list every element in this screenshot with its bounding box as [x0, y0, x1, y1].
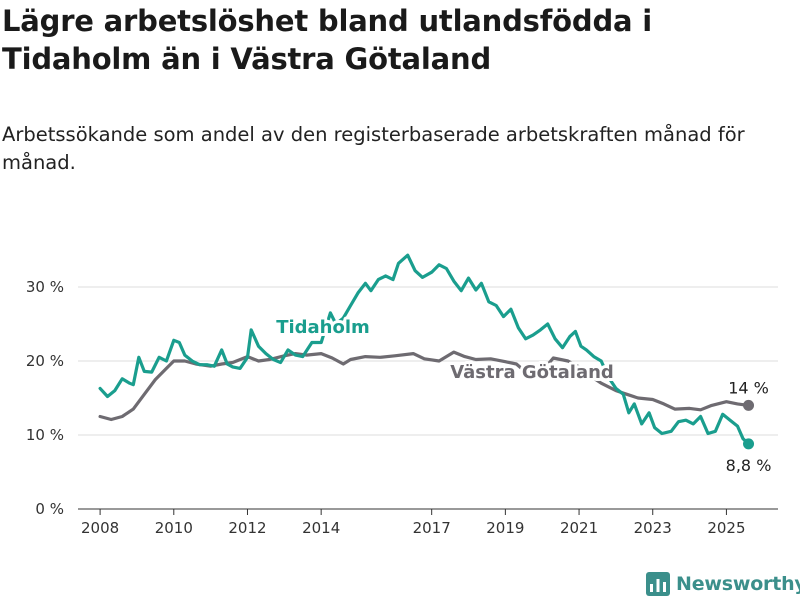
x-tick-label: 2023 [634, 519, 672, 537]
series-line-tidaholm [98, 253, 751, 446]
end-label-västra-götaland: 14 % [728, 378, 769, 397]
x-tick-label: 2012 [228, 519, 266, 537]
x-axis-ticks: 2008 2010 2012 2014 2017 2019 2021 2023 2025 [81, 509, 746, 537]
x-tick-label: 2014 [302, 519, 340, 537]
y-tick-label: 30 % [26, 278, 64, 296]
y-tick-label: 10 % [26, 426, 64, 444]
x-tick-label: 2008 [81, 519, 119, 537]
y-axis-ticks: 0 % 10 % 20 % 30 % [26, 278, 64, 518]
x-tick-label: 2021 [560, 519, 598, 537]
series-label-västra-götaland: Västra Götaland [450, 362, 614, 383]
y-tick-label: 0 % [35, 500, 64, 518]
gridlines [78, 286, 778, 510]
end-point-västra-götaland [743, 399, 755, 411]
bar-chart-logo-icon [646, 572, 670, 596]
brand-logo: Newsworthy [646, 569, 800, 599]
x-tick-label: 2019 [486, 519, 524, 537]
x-tick-label: 2017 [413, 519, 451, 537]
x-tick-label: 2010 [155, 519, 193, 537]
end-label-tidaholm: 8,8 % [726, 456, 772, 475]
end-point-tidaholm [743, 438, 755, 450]
x-tick-label: 2025 [707, 519, 745, 537]
chart-title: Lägre arbetslöshet bland utlandsfödda i … [2, 4, 653, 76]
y-tick-label: 20 % [26, 352, 64, 370]
chart-subtitle: Arbetssökande som andel av den registerb… [2, 123, 745, 174]
series-label-tidaholm: Tidaholm [276, 317, 370, 338]
series-lines [98, 253, 755, 450]
brand-name: Newsworthy [676, 573, 800, 595]
series-labels: 14 % 8,8 % Tidaholm Västra Götaland [273, 314, 772, 475]
